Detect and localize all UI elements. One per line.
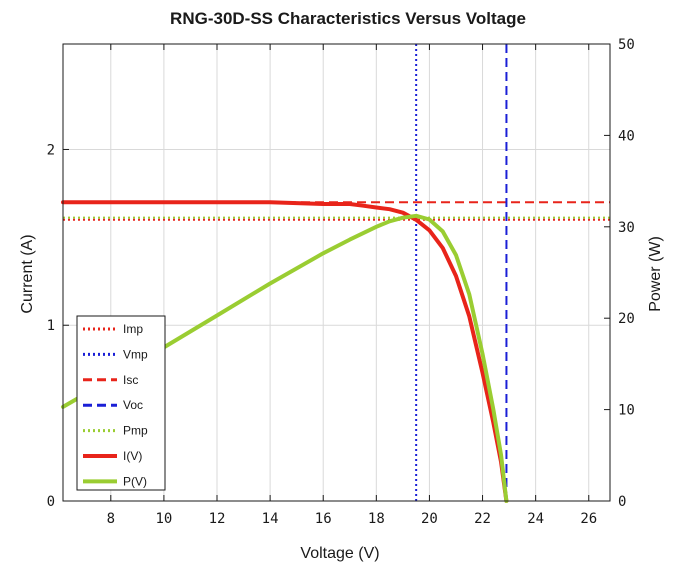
series-line-pv — [61, 213, 509, 503]
y-axis-right-label: Power (W) — [647, 236, 664, 312]
legend-box — [76, 315, 166, 491]
chart-title: RNG-30D-SS Characteristics Versus Voltag… — [170, 9, 526, 28]
legend-label-vmp: Vmp — [123, 347, 148, 361]
x-tick-label: 12 — [209, 511, 226, 527]
x-tick-label: 16 — [315, 511, 332, 527]
x-tick-label: 8 — [107, 511, 115, 527]
x-tick-label: 20 — [421, 511, 438, 527]
legend-label-imp: Imp — [123, 322, 143, 336]
legend-label-iv: I(V) — [123, 449, 142, 463]
y-left-tick-label: 0 — [47, 494, 55, 510]
y-right-tick-label: 30 — [618, 220, 635, 236]
x-tick-label: 14 — [262, 511, 279, 527]
legend-label-isc: Isc — [123, 373, 138, 387]
y-right-tick-label: 40 — [618, 128, 635, 144]
y-axis-left-label: Current (A) — [19, 234, 36, 313]
x-tick-label: 10 — [155, 511, 172, 527]
x-tick-label: 18 — [368, 511, 385, 527]
x-tick-label: 22 — [474, 511, 491, 527]
y-left-tick-label: 2 — [47, 142, 55, 158]
legend-label-pv: P(V) — [123, 474, 147, 488]
x-tick-label: 24 — [527, 511, 544, 527]
y-right-tick-label: 20 — [618, 311, 635, 327]
x-axis-label: Voltage (V) — [300, 545, 379, 562]
legend: Imp Vmp Isc Voc Pmp I(V) P(V) — [76, 315, 166, 491]
legend-label-voc: Voc — [123, 398, 143, 412]
plot-frame — [62, 43, 611, 502]
y-left-tick-label: 1 — [47, 318, 55, 334]
x-tick-label: 26 — [580, 511, 597, 527]
series-lines — [61, 200, 509, 503]
y-right-tick-label: 50 — [618, 37, 635, 53]
legend-label-pmp: Pmp — [123, 424, 148, 438]
y-right-tick-label: 0 — [618, 494, 626, 510]
y-right-tick-label: 10 — [618, 403, 635, 419]
